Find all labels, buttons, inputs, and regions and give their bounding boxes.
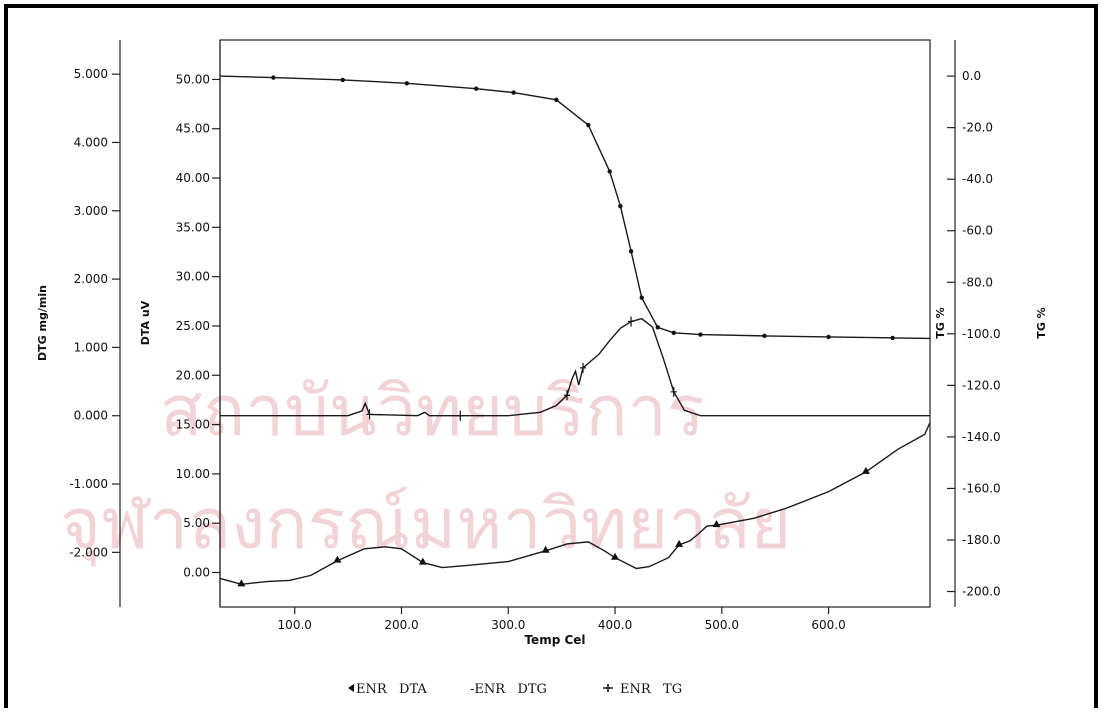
series-enr-dtg-point xyxy=(563,390,570,401)
dta-tick-label: 25.00 xyxy=(176,319,210,333)
dta-tick-label: 5.00 xyxy=(183,516,210,530)
series-enr-tg-point xyxy=(890,335,895,341)
dta-tick-label: 0.00 xyxy=(183,565,210,579)
dtg-tick-label: -1.000 xyxy=(69,477,108,491)
tg-ticks: 0.0 -20.0 -40.0 -60.0 -80.0 -100.0 -120.0 -140.… xyxy=(947,69,1001,599)
tg-tick-label: -40.0 xyxy=(962,172,993,186)
series-enr-tg-point xyxy=(762,333,767,339)
watermark-line-2: จุฬาลงกรณ์มหาวิทยาลัย xyxy=(60,483,791,567)
series-enr-tg-point xyxy=(474,86,479,91)
dta-tick-label: 40.00 xyxy=(176,171,210,185)
dta-tick-label: 50.00 xyxy=(176,72,210,86)
dta-ticks: 50.00 45.00 40.00 35.00 30.00 25.00 20.00 15.00… xyxy=(176,72,220,579)
tg-tick-label: 0.0 xyxy=(962,69,981,83)
legend-dta-label: ENR DTA xyxy=(356,682,427,697)
dta-axis-title: DTA uV xyxy=(139,300,152,345)
x-tick-label: 500.0 xyxy=(705,618,739,632)
legend-tg-marker xyxy=(603,684,613,692)
dtg-tick-label: 5.000 xyxy=(74,67,108,81)
tg-tick-label: -140.0 xyxy=(962,430,1001,444)
dta-tick-label: 45.00 xyxy=(176,122,210,136)
series-enr-dtg-line xyxy=(220,317,930,417)
x-ticks: 100.0 200.0 300.0 400.0 500.0 600.0 xyxy=(278,607,846,632)
series-enr-dtg-point xyxy=(366,409,373,420)
series-enr-dta-line xyxy=(219,422,931,586)
series-enr-dtg-point xyxy=(457,410,464,421)
series-enr-tg-point xyxy=(826,334,831,340)
x-tick-label: 400.0 xyxy=(598,618,632,632)
tg-axis-title-outer: TG % xyxy=(1035,307,1048,338)
x-axis-title: Temp Cel xyxy=(524,633,585,647)
series-enr-tg-point xyxy=(655,325,660,330)
series-enr-dta-point xyxy=(611,552,620,560)
series-enr-tg-point xyxy=(698,332,703,337)
series-enr-tg-point xyxy=(628,249,634,254)
dtg-tick-label: 0.000 xyxy=(74,409,108,423)
series-enr-dta-point xyxy=(418,557,427,565)
dtg-tick-label: 4.000 xyxy=(74,135,108,149)
dta-tick-label: 35.00 xyxy=(176,220,210,234)
series-enr-tg-point xyxy=(511,90,516,95)
series-enr-tg-line xyxy=(219,75,931,340)
tg-tick-label: -100.0 xyxy=(962,327,1001,341)
watermark-line-1: สถาบันวิทยบริการ xyxy=(160,370,704,452)
series-enr-tg-point xyxy=(671,330,676,335)
series-enr-tg-point xyxy=(607,169,612,174)
series-enr-tg-point xyxy=(404,81,410,86)
dtg-tick-label: 3.000 xyxy=(74,204,108,218)
dta-tick-label: 10.00 xyxy=(176,467,210,481)
series-enr-dta-point xyxy=(541,545,550,553)
legend-dtg-label: -ENR DTG xyxy=(470,682,547,697)
series-enr-dta-point xyxy=(712,520,721,528)
tg-tick-label: -180.0 xyxy=(962,533,1001,547)
series-enr-tg-point xyxy=(554,97,559,102)
series-layer xyxy=(219,75,931,587)
tg-tick-label: -200.0 xyxy=(962,585,1001,599)
tg-tick-label: -60.0 xyxy=(962,224,993,238)
dtg-tick-label: 2.000 xyxy=(74,272,108,286)
series-enr-tg-point xyxy=(271,75,276,80)
tg-tick-label: -120.0 xyxy=(962,378,1001,392)
series-enr-dtg-point xyxy=(670,386,677,397)
series-enr-tg-point xyxy=(340,77,345,83)
series-enr-dta-point xyxy=(333,555,342,563)
dta-tick-label: 20.00 xyxy=(176,368,210,382)
dtg-tick-label: 1.000 xyxy=(74,340,108,354)
series-enr-tg-point xyxy=(639,295,644,300)
legend: ENR DTA -ENR DTG ENR TG xyxy=(348,682,682,697)
legend-dta-marker xyxy=(348,684,354,692)
series-enr-dta-point xyxy=(861,466,870,474)
series-enr-dtg-point xyxy=(628,316,635,327)
x-tick-label: 300.0 xyxy=(491,618,525,632)
tg-tick-label: -80.0 xyxy=(962,275,993,289)
dtg-ticks: 5.000 4.000 3.000 2.000 1.000 0.000 -1.000 -2.0… xyxy=(69,67,120,559)
x-tick-label: 600.0 xyxy=(811,618,845,632)
tg-axis-title: TG % xyxy=(934,307,947,338)
series-enr-tg-point xyxy=(586,122,591,128)
x-tick-label: 200.0 xyxy=(384,618,418,632)
tg-tick-label: -160.0 xyxy=(962,481,1001,495)
series-enr-dta-point xyxy=(237,579,246,587)
legend-tg-label: ENR TG xyxy=(620,682,682,697)
series-enr-dta-point xyxy=(675,539,684,547)
series-enr-tg-point xyxy=(618,204,623,209)
dta-tick-label: 30.00 xyxy=(176,270,210,284)
dtg-axis-title: DTG mg/min xyxy=(36,285,49,361)
dta-tick-label: 15.00 xyxy=(176,418,210,432)
chart-frame xyxy=(4,4,1098,708)
dtg-tick-label: -2.000 xyxy=(69,545,108,559)
series-enr-dtg-point xyxy=(580,362,587,373)
x-tick-label: 100.0 xyxy=(278,618,312,632)
tg-tick-label: -20.0 xyxy=(962,121,993,135)
